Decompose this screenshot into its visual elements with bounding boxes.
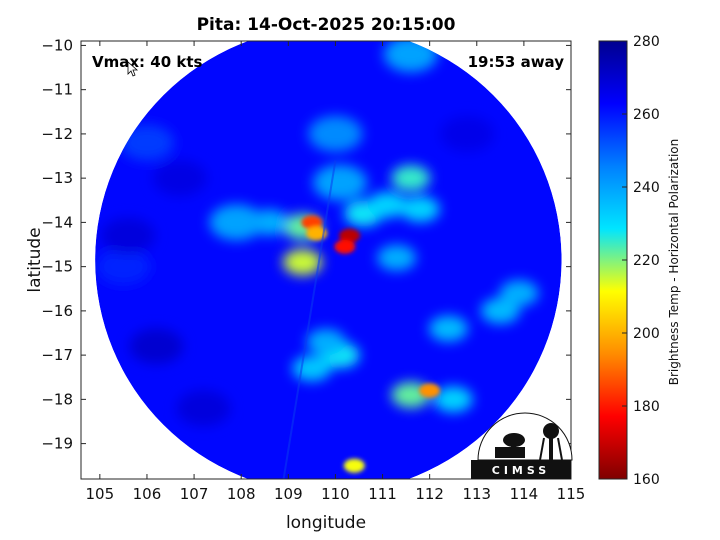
brightness-feature — [152, 160, 207, 197]
y-tick-label: −16 — [41, 302, 73, 320]
y-tick-label: −11 — [41, 81, 73, 99]
colorbar-tick-label: 180 — [633, 399, 660, 415]
brightness-feature — [367, 191, 407, 218]
colorbar-tick-label: 200 — [633, 326, 660, 342]
x-tick-label: 114 — [510, 485, 539, 503]
brightness-feature — [429, 315, 468, 342]
y-tick-label: −15 — [41, 258, 73, 276]
y-axis: −10 −11 −12 −13 −14 −15 −16 −17 −18 −19 — [41, 36, 571, 453]
brightness-feature — [377, 244, 417, 271]
vmax-annotation: Vmax: 40 kts — [92, 53, 202, 71]
brightness-feature — [292, 355, 332, 382]
x-axis: 105 106 107 108 109 110 111 112 113 114 115 — [86, 41, 586, 503]
brightness-feature — [339, 228, 361, 243]
x-tick-label: 113 — [462, 485, 491, 503]
y-tick-label: −12 — [41, 125, 73, 143]
time-away-annotation: 19:53 away — [468, 53, 565, 71]
x-tick-label: 106 — [133, 485, 162, 503]
colorbar-tick-label: 160 — [633, 472, 660, 488]
brightness-feature — [101, 217, 156, 254]
colorbar-label: Brightness Temp - Horizontal Polarizatio… — [667, 139, 681, 386]
brightness-feature — [119, 124, 174, 161]
cimss-logo-text: CIMSS — [492, 464, 550, 477]
x-tick-label: 109 — [274, 485, 303, 503]
brightness-feature — [313, 164, 368, 201]
x-tick-label: 110 — [321, 485, 350, 503]
brightness-feature — [440, 115, 495, 152]
swath-disk — [95, 41, 562, 479]
brightness-feature — [499, 280, 539, 307]
x-tick-label: 112 — [415, 485, 444, 503]
mouse-cursor-icon — [127, 61, 139, 77]
x-tick-label: 111 — [368, 485, 397, 503]
colorbar-ticks: 160 180 200 220 240 260 280 — [622, 34, 660, 488]
swath-seam — [282, 160, 337, 479]
brightness-feature — [306, 328, 346, 355]
brightness-feature — [308, 115, 363, 152]
colorbar-tick-label: 260 — [633, 107, 660, 123]
brightness-feature — [282, 249, 322, 276]
x-tick-label: 115 — [557, 485, 586, 503]
brightness-feature — [306, 226, 328, 241]
y-axis-label: latitude — [25, 227, 45, 292]
y-tick-label: −10 — [41, 36, 73, 54]
brightness-feature — [400, 196, 440, 223]
brightness-feature — [96, 248, 151, 285]
brightness-feature — [301, 215, 323, 230]
brightness-feature — [433, 386, 473, 413]
y-tick-label: −17 — [41, 346, 73, 364]
x-tick-label: 108 — [227, 485, 256, 503]
brightness-feature — [391, 165, 431, 192]
brightness-feature — [343, 458, 365, 473]
x-tick-label: 105 — [86, 485, 115, 503]
chart-title: Pita: 14-Oct-2025 20:15:00 — [197, 15, 456, 35]
x-tick-label: 107 — [180, 485, 209, 503]
swath-layer — [95, 41, 562, 479]
brightness-feature — [209, 204, 264, 241]
y-tick-label: −14 — [41, 213, 73, 231]
colorbar-tick-label: 280 — [633, 34, 660, 50]
brightness-feature — [129, 328, 184, 365]
x-axis-label: longitude — [286, 513, 366, 533]
cimss-logo-icon: CIMSS — [471, 412, 573, 479]
y-tick-label: −13 — [41, 169, 73, 187]
y-tick-label: −19 — [41, 435, 73, 453]
brightness-feature — [176, 390, 231, 427]
colorbar-tick-label: 220 — [633, 253, 660, 269]
brightness-feature — [419, 383, 441, 398]
y-tick-label: −18 — [41, 390, 73, 408]
brightness-feature — [334, 239, 356, 254]
plot-frame — [80, 40, 572, 480]
colorbar-tick-label: 240 — [633, 180, 660, 196]
